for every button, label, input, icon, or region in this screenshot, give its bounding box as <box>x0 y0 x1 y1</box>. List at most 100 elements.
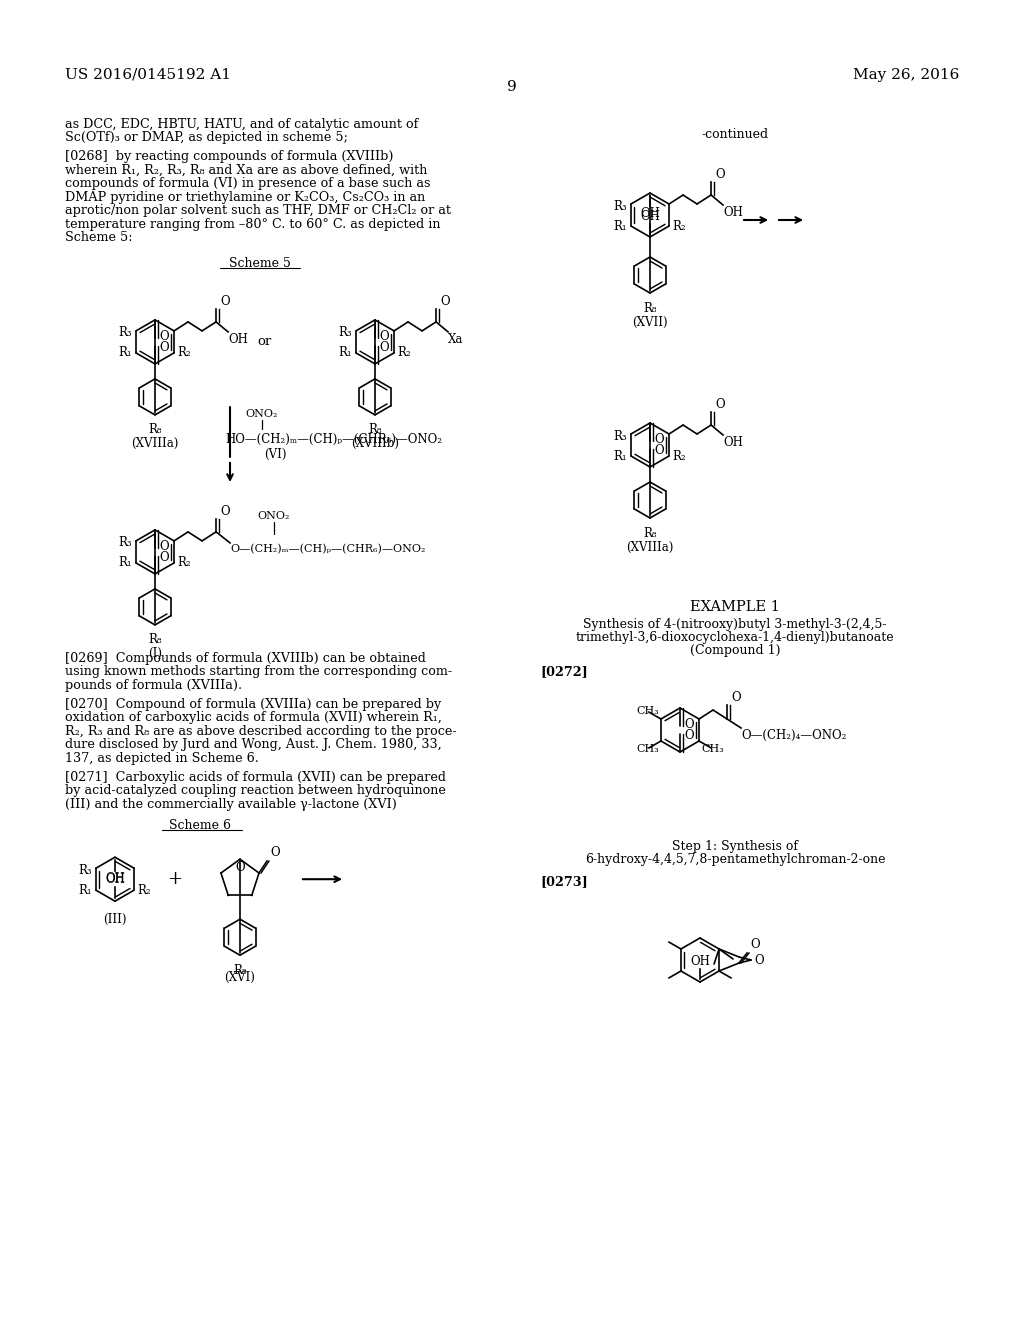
Text: Scheme 5:: Scheme 5: <box>65 231 133 244</box>
Text: R₈: R₈ <box>233 964 247 977</box>
Text: CH₃: CH₃ <box>701 743 724 754</box>
Text: CH₃: CH₃ <box>636 743 659 754</box>
Text: R₂: R₂ <box>137 883 151 896</box>
Text: OH: OH <box>723 436 743 449</box>
Text: O—(CH₂)₄—ONO₂: O—(CH₂)₄—ONO₂ <box>741 729 847 742</box>
Text: (XVIIIa): (XVIIIa) <box>627 541 674 554</box>
Text: Scheme 5: Scheme 5 <box>229 257 291 269</box>
Text: or: or <box>258 335 272 348</box>
Text: O: O <box>716 399 725 411</box>
Text: O: O <box>684 718 694 731</box>
Text: R₁: R₁ <box>119 346 132 359</box>
Text: (I): (I) <box>148 647 162 660</box>
Text: O: O <box>160 550 169 564</box>
Text: R₁: R₁ <box>78 883 92 896</box>
Text: [0272]: [0272] <box>540 665 588 678</box>
Text: R₁: R₁ <box>613 450 627 462</box>
Text: O: O <box>440 294 451 308</box>
Text: O: O <box>754 953 764 966</box>
Text: O: O <box>731 690 741 704</box>
Text: Synthesis of 4-(nitrooxy)butyl 3-methyl-3-(2,4,5-: Synthesis of 4-(nitrooxy)butyl 3-methyl-… <box>584 618 887 631</box>
Text: by acid-catalyzed coupling reaction between hydroquinone: by acid-catalyzed coupling reaction betw… <box>65 784 445 797</box>
Text: O: O <box>236 861 245 874</box>
Text: O: O <box>160 330 169 343</box>
Text: trimethyl-3,6-dioxocyclohexa-1,4-dienyl)butanoate: trimethyl-3,6-dioxocyclohexa-1,4-dienyl)… <box>575 631 894 644</box>
Text: R₈: R₈ <box>643 302 656 315</box>
Text: wherein R₁, R₂, R₃, R₈ and Xa are as above defined, with: wherein R₁, R₂, R₃, R₈ and Xa are as abo… <box>65 164 427 177</box>
Text: US 2016/0145192 A1: US 2016/0145192 A1 <box>65 69 231 82</box>
Text: OH: OH <box>690 954 710 968</box>
Text: aprotic/non polar solvent such as THF, DMF or CH₂Cl₂ or at: aprotic/non polar solvent such as THF, D… <box>65 205 451 218</box>
Text: (Compound 1): (Compound 1) <box>690 644 780 657</box>
Text: ONO₂: ONO₂ <box>245 409 278 418</box>
Text: O: O <box>160 341 169 354</box>
Text: R₂: R₂ <box>397 346 411 359</box>
Text: O: O <box>654 433 665 446</box>
Text: +: + <box>168 870 182 888</box>
Text: O: O <box>160 540 169 553</box>
Text: R₂, R₃ and R₈ are as above described according to the proce-: R₂, R₃ and R₈ are as above described acc… <box>65 725 457 738</box>
Text: (XVIIIb): (XVIIIb) <box>351 437 399 450</box>
Text: O: O <box>654 444 665 457</box>
Text: O: O <box>380 330 389 343</box>
Text: O: O <box>380 341 389 354</box>
Text: using known methods starting from the corresponding com-: using known methods starting from the co… <box>65 665 453 678</box>
Text: as DCC, EDC, HBTU, HATU, and of catalytic amount of: as DCC, EDC, HBTU, HATU, and of catalyti… <box>65 117 419 131</box>
Text: O—(CH₂)ₘ—(CH)ₚ—(CHR₆)—ONO₂: O—(CH₂)ₘ—(CH)ₚ—(CHR₆)—ONO₂ <box>230 544 425 554</box>
Text: Step 1: Synthesis of: Step 1: Synthesis of <box>672 840 798 853</box>
Text: EXAMPLE 1: EXAMPLE 1 <box>690 601 780 614</box>
Text: R₃: R₃ <box>119 536 132 549</box>
Text: R₈: R₈ <box>148 422 162 436</box>
Text: O: O <box>684 729 694 742</box>
Text: [0269]  Compounds of formula (XVIIIb) can be obtained: [0269] Compounds of formula (XVIIIb) can… <box>65 652 426 665</box>
Text: (XVIIIa): (XVIIIa) <box>131 437 178 450</box>
Text: R₁: R₁ <box>119 557 132 569</box>
Text: (VI): (VI) <box>264 447 287 461</box>
Text: R₈: R₈ <box>148 632 162 645</box>
Text: [0273]: [0273] <box>540 875 588 888</box>
Text: R₈: R₈ <box>643 527 656 540</box>
Text: (III): (III) <box>103 913 127 927</box>
Text: 6-hydroxy-4,4,5,7,8-pentamethylchroman-2-one: 6-hydroxy-4,4,5,7,8-pentamethylchroman-2… <box>585 853 886 866</box>
Text: CH₃: CH₃ <box>636 706 659 717</box>
Text: dure disclosed by Jurd and Wong, Aust. J. Chem. 1980, 33,: dure disclosed by Jurd and Wong, Aust. J… <box>65 738 441 751</box>
Text: (XVI): (XVI) <box>224 972 255 985</box>
Text: May 26, 2016: May 26, 2016 <box>853 69 959 82</box>
Text: temperature ranging from –80° C. to 60° C. as depicted in: temperature ranging from –80° C. to 60° … <box>65 218 440 231</box>
Text: 137, as depicted in Scheme 6.: 137, as depicted in Scheme 6. <box>65 752 259 764</box>
Text: Xa: Xa <box>449 333 464 346</box>
Text: R₂: R₂ <box>177 557 190 569</box>
Text: R₂: R₂ <box>672 450 686 462</box>
Text: O: O <box>270 846 280 859</box>
Text: R₁: R₁ <box>613 219 627 232</box>
Text: O: O <box>750 939 760 950</box>
Text: OH: OH <box>723 206 743 219</box>
Text: OH: OH <box>105 873 125 886</box>
Text: oxidation of carboxylic acids of formula (XVII) wherein R₁,: oxidation of carboxylic acids of formula… <box>65 711 442 725</box>
Text: R₂: R₂ <box>672 219 686 232</box>
Text: Sc(OTf)₃ or DMAP, as depicted in scheme 5;: Sc(OTf)₃ or DMAP, as depicted in scheme … <box>65 132 348 144</box>
Text: R₈: R₈ <box>369 422 382 436</box>
Text: [0270]  Compound of formula (XVIIIa) can be prepared by: [0270] Compound of formula (XVIIIa) can … <box>65 698 441 710</box>
Text: R₁: R₁ <box>338 346 352 359</box>
Text: 9: 9 <box>507 81 517 94</box>
Text: pounds of formula (XVIIIa).: pounds of formula (XVIIIa). <box>65 678 242 692</box>
Text: -continued: -continued <box>701 128 769 141</box>
Text: O: O <box>220 504 230 517</box>
Text: DMAP pyridine or triethylamine or K₂CO₃, Cs₂CO₃ in an: DMAP pyridine or triethylamine or K₂CO₃,… <box>65 191 425 203</box>
Text: OH: OH <box>640 207 659 220</box>
Text: R₃: R₃ <box>613 199 627 213</box>
Text: R₃: R₃ <box>119 326 132 339</box>
Text: ONO₂: ONO₂ <box>258 511 290 521</box>
Text: Scheme 6: Scheme 6 <box>169 820 231 832</box>
Text: compounds of formula (VI) in presence of a base such as: compounds of formula (VI) in presence of… <box>65 177 430 190</box>
Text: O: O <box>716 168 725 181</box>
Text: R₃: R₃ <box>613 429 627 442</box>
Text: OH: OH <box>228 333 248 346</box>
Text: R₃: R₃ <box>78 863 92 876</box>
Text: O: O <box>220 294 230 308</box>
Text: HO—(CH₂)ₘ—(CH)ₚ—(CHR₆)—ONO₂: HO—(CH₂)ₘ—(CH)ₚ—(CHR₆)—ONO₂ <box>225 433 442 446</box>
Text: [0268]  by reacting compounds of formula (XVIIIb): [0268] by reacting compounds of formula … <box>65 150 393 164</box>
Text: (XVII): (XVII) <box>632 315 668 329</box>
Text: (III) and the commercially available γ-lactone (XVI): (III) and the commercially available γ-l… <box>65 797 397 810</box>
